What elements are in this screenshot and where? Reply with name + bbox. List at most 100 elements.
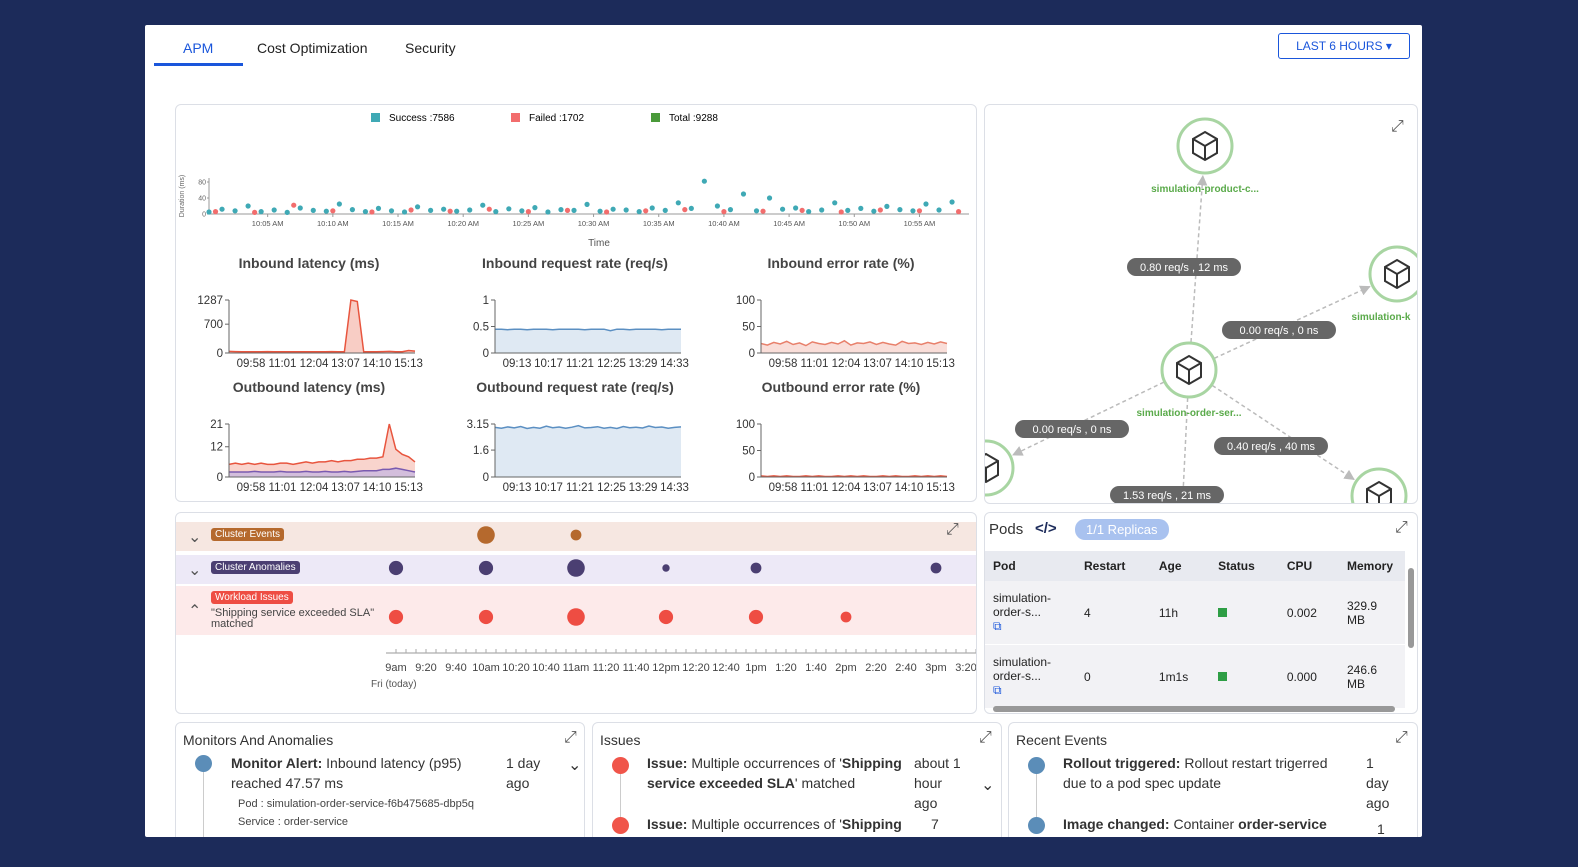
- col: Memory: [1339, 551, 1405, 581]
- x-tick-label: 12:20: [682, 662, 710, 674]
- point: [845, 207, 851, 213]
- x-tick-label: 11:01: [269, 358, 297, 370]
- chevron[interactable]: ⌄: [981, 777, 995, 794]
- point: [486, 206, 492, 212]
- cell: [1210, 644, 1279, 709]
- link-icon[interactable]: ⧉: [993, 619, 1002, 633]
- point: [597, 208, 603, 214]
- node: [1368, 245, 1417, 303]
- y-tick-label: 0.5: [473, 322, 489, 334]
- event-dot: [388, 609, 404, 625]
- x-tick-label: 14:10: [895, 482, 924, 494]
- x-tick-label: 1:40: [805, 662, 826, 674]
- tab[interactable]: Cost Optimization: [257, 40, 368, 56]
- x-tick-label: 10:50 AM: [838, 219, 870, 228]
- edge-label: 0.00 req/s , 0 ns: [1240, 325, 1319, 337]
- chevron[interactable]: ⌄: [188, 562, 202, 579]
- expand-icon[interactable]: ⤢: [1395, 729, 1408, 746]
- x-tick-label: 09:13: [503, 358, 532, 370]
- expand-icon[interactable]: ⤢: [564, 729, 577, 746]
- edge-label-bg: [1015, 420, 1129, 438]
- col: Age: [1150, 551, 1211, 581]
- tab[interactable]: APM: [183, 40, 214, 56]
- chevron[interactable]: ⌃: [188, 603, 202, 620]
- edge-label-bg: [1110, 486, 1224, 503]
- legend-swatch: [651, 113, 660, 122]
- scrollbar[interactable]: [993, 706, 1395, 712]
- chart-title: Outbound error rate (%): [762, 379, 921, 395]
- point: [506, 206, 512, 212]
- item-time: 1 day ago: [1366, 755, 1390, 811]
- pod-row[interactable]: simulation-order-s... ⧉ 4 11h 0.002 329.9 MB: [985, 581, 1405, 645]
- recent-events-card: Recent Events ⤢ Rollout triggered: Rollo…: [1008, 722, 1418, 837]
- edge-label-bg: [1127, 258, 1241, 276]
- x-tick-label: 11:01: [801, 482, 829, 494]
- code-icon[interactable]: </>: [1035, 520, 1057, 537]
- point: [291, 202, 297, 208]
- legend-label: Failed :1702: [529, 113, 584, 124]
- node-icon: [1366, 480, 1392, 503]
- node-icon: [1384, 258, 1410, 290]
- x-tick-label: 10:10 AM: [317, 219, 349, 228]
- y-tick-label: 50: [742, 322, 755, 334]
- point: [793, 205, 799, 211]
- link-icon[interactable]: ⧉: [993, 683, 1002, 697]
- row-label: Cluster Events: [211, 528, 285, 541]
- point: [401, 209, 408, 215]
- issues-card: Issues ⤢ Issue: Multiple occurrences of …: [592, 722, 1002, 837]
- node-label: simulation-product-c...: [1151, 184, 1259, 195]
- time-range-button[interactable]: LAST 6 HOURS ▾: [1278, 33, 1410, 59]
- x-tick-label: 10:45 AM: [773, 219, 805, 228]
- x-tick-label: 14:33: [660, 358, 689, 370]
- tab[interactable]: Security: [405, 40, 456, 56]
- point: [219, 206, 225, 212]
- legend-label: Total :9288: [669, 113, 718, 124]
- event-dot: [658, 609, 674, 625]
- y-tick-label: 0: [749, 472, 755, 484]
- x-tick-label: 3pm: [925, 662, 946, 674]
- point: [701, 178, 707, 184]
- expand-icon[interactable]: ⤢: [1395, 519, 1408, 536]
- point: [636, 209, 642, 215]
- point: [727, 207, 734, 213]
- item-dot: [195, 755, 212, 772]
- timeline-line: [620, 767, 621, 827]
- x-tick-label: 14:10: [363, 358, 392, 370]
- point: [428, 207, 434, 213]
- x-tick-label: 9am: [385, 662, 406, 674]
- point: [623, 207, 629, 213]
- chart-title: Outbound latency (ms): [233, 379, 385, 395]
- y-tick-label: 12: [210, 442, 223, 454]
- item-body: Container: [1173, 816, 1239, 832]
- area: [229, 424, 415, 477]
- point: [819, 207, 825, 213]
- point: [643, 208, 649, 214]
- expand-icon[interactable]: ⤢: [1391, 118, 1404, 135]
- chevron[interactable]: ⌄: [568, 757, 582, 774]
- legend-label: Success :7586: [389, 113, 455, 124]
- col: Restart: [1076, 551, 1151, 581]
- pod-row[interactable]: simulation-order-s... ⧉ 0 1m1s 0.000 246.6 MB: [985, 644, 1405, 709]
- expand-icon[interactable]: ⤢: [946, 521, 959, 538]
- point: [955, 209, 962, 215]
- point: [336, 201, 342, 207]
- expand-icon[interactable]: ⤢: [979, 729, 992, 746]
- line: [228, 299, 416, 353]
- x-tick-label: 10am: [472, 662, 500, 674]
- x-tick-label: 11:40: [623, 662, 650, 674]
- point: [232, 208, 238, 214]
- point: [858, 205, 864, 211]
- x-tick-label: 9:40: [445, 662, 466, 674]
- cell: 329.9 MB: [1339, 581, 1405, 645]
- x-tick-label: 12:40: [712, 662, 740, 674]
- point: [916, 208, 923, 214]
- legend-swatch: [371, 113, 380, 122]
- event-dot: [388, 560, 404, 576]
- scrollbar[interactable]: [1408, 568, 1414, 648]
- event-dot: [930, 562, 942, 574]
- chevron[interactable]: ⌄: [188, 529, 202, 546]
- item-time: 1 day ago: [506, 755, 541, 791]
- chart-title: Inbound latency (ms): [239, 255, 380, 271]
- y-axis-label: Duration (ms): [179, 175, 186, 217]
- y-tick-label: 100: [736, 295, 755, 307]
